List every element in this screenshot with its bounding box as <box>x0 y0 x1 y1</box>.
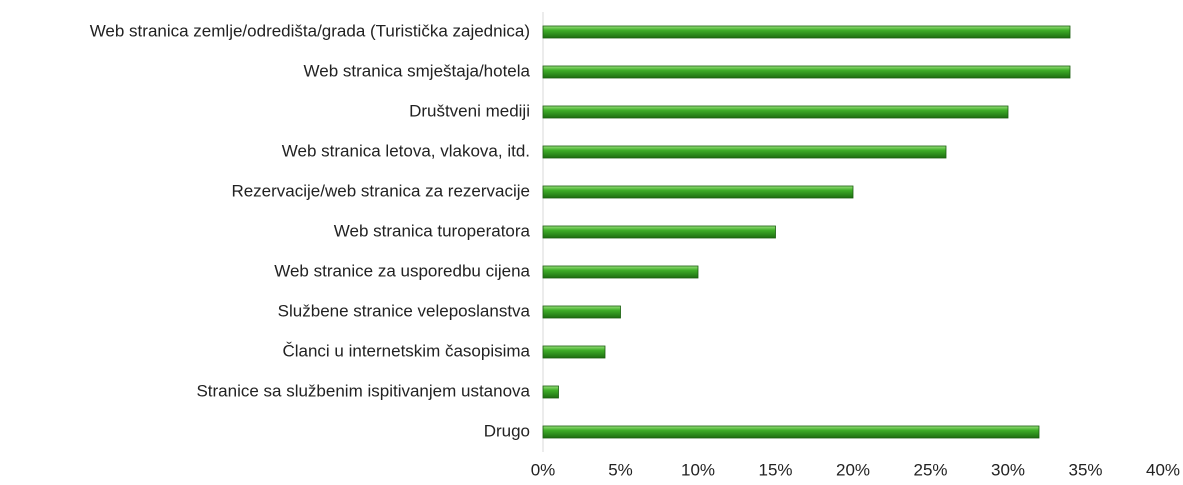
y-tick-label: Stranice sa službenim ispitivanjem ustan… <box>196 381 530 400</box>
bar <box>542 225 776 239</box>
x-tick-label: 0% <box>531 460 556 479</box>
x-tick-label: 15% <box>758 460 792 479</box>
bar <box>542 185 854 199</box>
y-tick-label: Web stranica letova, vlakova, itd. <box>282 141 530 160</box>
y-tick-label: Web stranice za usporedbu cijena <box>274 261 530 280</box>
bar <box>542 385 559 399</box>
y-tick-label: Članci u internetskim časopisima <box>282 341 530 360</box>
x-tick-label: 35% <box>1068 460 1102 479</box>
bar <box>542 105 1009 119</box>
x-tick-label: 40% <box>1146 460 1180 479</box>
bar <box>542 65 1071 79</box>
x-tick-label: 5% <box>608 460 633 479</box>
y-tick-label: Rezervacije/web stranica za rezervacije <box>231 181 530 200</box>
bar <box>542 25 1071 39</box>
y-tick-label: Web stranica zemlje/odredišta/grada (Tur… <box>90 21 530 40</box>
y-tick-label: Web stranica turoperatora <box>334 221 531 240</box>
x-tick-label: 10% <box>681 460 715 479</box>
x-tick-label: 30% <box>991 460 1025 479</box>
bar <box>542 305 621 319</box>
x-tick-label: 25% <box>913 460 947 479</box>
bar <box>542 265 699 279</box>
x-tick-label: 20% <box>836 460 870 479</box>
y-tick-label: Službene stranice veleposlanstva <box>278 301 531 320</box>
bar <box>542 425 1040 439</box>
y-tick-label: Društveni mediji <box>409 101 530 120</box>
bar <box>542 145 947 159</box>
bar <box>542 345 606 359</box>
y-tick-label: Drugo <box>484 421 530 440</box>
y-tick-label: Web stranica smještaja/hotela <box>304 61 531 80</box>
